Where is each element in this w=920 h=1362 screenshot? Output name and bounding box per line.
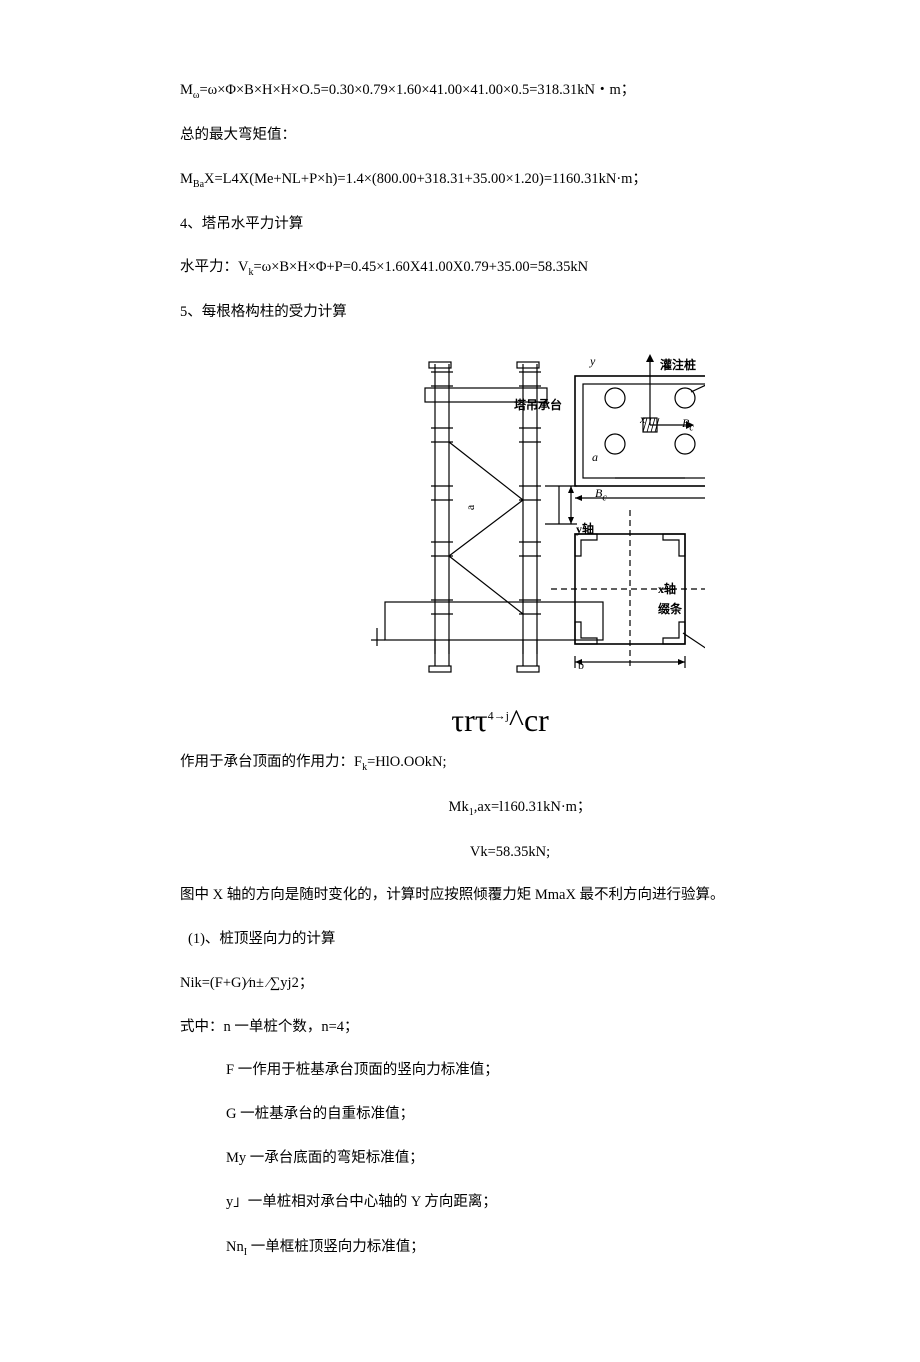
def-my: My 一承台底面的弯矩标准值；	[180, 1148, 740, 1170]
txt: l160.31kN·m；	[499, 799, 591, 815]
txt: 0.30×0.79×1.60×41.00×41.00×0.5=318.31kN・…	[329, 82, 635, 98]
formula-vk: 水平力：Vk=ω×B×H×Φ+P=0.45×1.60X41.00X0.79+35…	[180, 257, 740, 280]
label-b: b	[578, 658, 584, 673]
label-bc1: Bc	[682, 416, 694, 433]
def-yj: y」一单桩相对承台中心轴的 Y 方向距离；	[180, 1192, 740, 1214]
txt: 作用于承台顶面的作用力：	[180, 754, 354, 770]
txt: 1.4×(800.00+318.31+35.00×1.20)=1160.31kN…	[346, 171, 647, 187]
heading-5-1: (1)、桩顶竖向力的计算	[180, 929, 740, 951]
formula-mbax: MBaX=L4X(Me+NL+P×h)=1.4×(800.00+318.31+3…	[180, 169, 740, 192]
formula-nik: Nik=(F+G)⁄n± ⁄∑yj2；	[180, 973, 740, 995]
label-x: x	[640, 412, 645, 427]
diagram-container: 塔吊承台 灌注桩 y x Bc Bc a y轴 x轴 缀条 b a	[180, 354, 740, 694]
label-xaxis: x轴	[658, 580, 676, 597]
label-y: y	[590, 354, 595, 369]
label-pile: 灌注桩	[660, 356, 696, 373]
def-f: F 一作用于桩基承台顶面的竖向力标准值；	[180, 1060, 740, 1082]
tau-sup: 4→j	[488, 708, 509, 722]
label-bc2: Bc	[595, 486, 607, 503]
txt: 0.45×1.60X41.00X0.79+35.00=58.35kN	[351, 259, 588, 275]
label-cap: 塔吊承台	[514, 396, 562, 413]
label-yaxis: y轴	[576, 520, 594, 537]
text-xaxis-note: 图中 X 轴的方向是随时变化的，计算时应按照倾覆力矩 MmaX 最不利方向进行验…	[180, 885, 740, 907]
def-nni: NnI 一单框桩顶竖向力标准值；	[180, 1237, 740, 1260]
formula-mk1: Mk1,ax=l160.31kN·m；	[180, 797, 740, 820]
text-where: 式中：n 一单桩个数，n=4；	[180, 1017, 740, 1039]
label-lacing: 缀条	[658, 600, 682, 617]
text-total-moment: 总的最大弯矩值：	[180, 125, 740, 147]
formula-m-omega: Mω=ω×Φ×B×H×H×O.5=0.30×0.79×1.60×41.00×41…	[180, 80, 740, 103]
txt: 水平力：	[180, 259, 238, 275]
label-a2: a	[463, 505, 478, 510]
label-a: a	[592, 450, 598, 465]
heading-4: 4、塔吊水平力计算	[180, 214, 740, 236]
txt: 一单框桩顶竖向力标准值；	[247, 1239, 425, 1255]
text-fk: 作用于承台顶面的作用力：Fk=HlO.OOkN;	[180, 752, 740, 775]
txt: HlO.OOkN;	[375, 754, 446, 770]
structural-diagram	[215, 354, 705, 694]
def-g: G 一桩基承台的自重标准值；	[180, 1104, 740, 1126]
tau-expression: τrτ4→j^cr	[350, 704, 650, 736]
formula-vk2: Vk=58.35kN;	[180, 842, 740, 864]
heading-5: 5、每根格构柱的受力计算	[180, 302, 740, 324]
